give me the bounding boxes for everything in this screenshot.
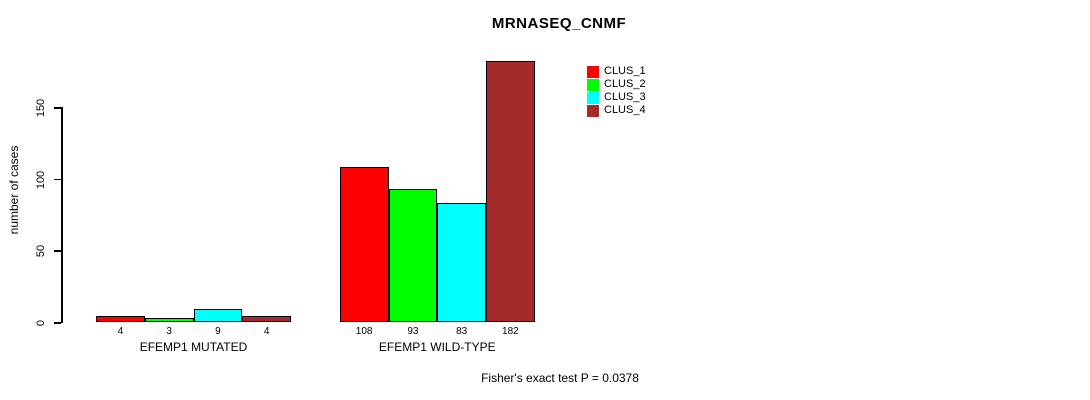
group-label: EFEMP1 MUTATED: [139, 340, 248, 354]
y-axis-line: [61, 107, 63, 323]
y-axis-tick-label: 150: [35, 98, 47, 118]
y-axis-tick-label: 0: [35, 319, 47, 327]
bar: [242, 316, 291, 322]
fisher-test-annotation: Fisher's exact test P = 0.0378: [481, 371, 639, 385]
legend-item: CLUS_1: [587, 65, 646, 78]
bar: [339, 167, 389, 322]
legend-label: CLUS_3: [604, 91, 646, 103]
legend-label: CLUS_1: [604, 65, 646, 77]
bar-value-label: 4: [263, 326, 270, 337]
bar: [193, 309, 243, 322]
bar: [388, 188, 438, 322]
bar-value-label: 182: [502, 326, 519, 337]
legend-color-swatch: [587, 78, 599, 91]
y-axis-tick-label: 50: [35, 245, 47, 258]
y-axis-tick: [54, 322, 61, 324]
legend-item: CLUS_2: [587, 78, 646, 91]
y-axis-tick: [54, 178, 61, 181]
bar-value-label: 108: [355, 326, 373, 337]
y-axis-tick-label: 100: [35, 170, 47, 189]
group-label: EFEMP1 WILD-TYPE: [378, 340, 496, 354]
bar-value-label: 9: [215, 326, 221, 337]
bar: [437, 203, 486, 322]
bar: [486, 61, 535, 322]
legend-color-swatch: [587, 65, 599, 78]
legend: CLUS_1 CLUS_2 CLUS_3 CLUS_4: [587, 65, 646, 117]
bar-value-label: 83: [456, 326, 468, 337]
legend-color-swatch: [587, 91, 599, 104]
bar-value-label: 3: [166, 326, 172, 337]
legend-color-swatch: [587, 104, 599, 117]
chart-title: MRNASEQ_CNMF: [491, 15, 627, 32]
bar-value-label: 93: [407, 326, 419, 337]
legend-item: CLUS_3: [587, 91, 646, 104]
bar: [96, 316, 145, 322]
legend-label: CLUS_4: [604, 104, 646, 116]
legend-item: CLUS_4: [587, 104, 646, 117]
bar-value-label: 4: [117, 326, 124, 337]
legend-label: CLUS_2: [604, 78, 646, 90]
y-axis-label: number of cases: [7, 145, 21, 235]
y-axis-tick: [54, 107, 61, 109]
bar: [144, 317, 194, 322]
y-axis-tick: [54, 250, 61, 252]
